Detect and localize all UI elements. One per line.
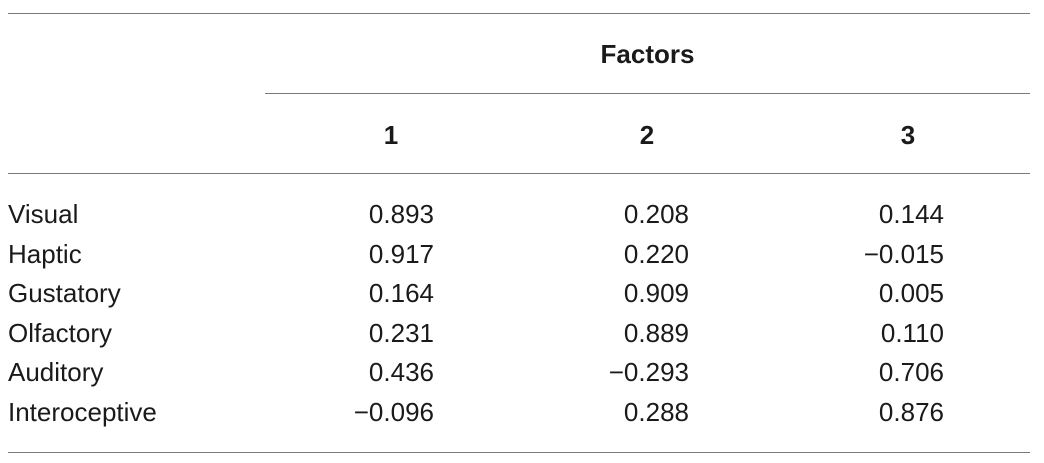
top-rule <box>8 13 1030 14</box>
column-header-2: 2 <box>639 120 655 150</box>
cell-factor-2: 0.220 <box>623 238 689 269</box>
cell-factor-2: 0.889 <box>623 317 689 348</box>
row-label: Olfactory <box>8 317 113 348</box>
cell-factor-3: 0.706 <box>878 357 944 387</box>
table-row: Olfactory 0.231 0.889 0.110 <box>0 315 1044 355</box>
cell-factor-1: 0.231 <box>368 317 434 348</box>
table-row: Interoceptive −0.096 0.288 0.876 <box>0 394 1044 434</box>
table-row: Haptic 0.917 0.220 −0.015 <box>0 236 1044 276</box>
header-bottom-rule <box>8 173 1030 174</box>
row-label: Visual <box>8 199 79 229</box>
cell-factor-3: 0.005 <box>878 278 944 308</box>
factors-underline-rule <box>265 93 1030 94</box>
factors-spanning-header: Factors <box>600 39 695 69</box>
cell-factor-3: −0.015 <box>863 238 944 269</box>
row-label: Haptic <box>8 238 82 269</box>
table-body: Visual 0.893 0.208 0.144 Haptic 0.917 0.… <box>0 196 1044 433</box>
cell-factor-1: 0.164 <box>368 278 434 308</box>
cell-factor-3: 0.876 <box>878 396 944 427</box>
cell-factor-2: 0.288 <box>623 396 689 427</box>
row-label: Interoceptive <box>8 396 157 427</box>
cell-factor-2: 0.208 <box>623 199 689 229</box>
column-header-3: 3 <box>900 120 916 150</box>
cell-factor-2: −0.293 <box>608 357 689 387</box>
cell-factor-2: 0.909 <box>623 278 689 308</box>
cell-factor-1: 0.893 <box>368 199 434 229</box>
cell-factor-1: 0.436 <box>368 357 434 387</box>
bottom-rule <box>8 452 1030 453</box>
column-header-1: 1 <box>383 120 399 150</box>
cell-factor-1: 0.917 <box>368 238 434 269</box>
row-label: Gustatory <box>8 278 121 308</box>
table-row: Auditory 0.436 −0.293 0.706 <box>0 354 1044 394</box>
table-row: Gustatory 0.164 0.909 0.005 <box>0 275 1044 315</box>
row-label: Auditory <box>8 357 104 387</box>
cell-factor-1: −0.096 <box>353 396 434 427</box>
table-row: Visual 0.893 0.208 0.144 <box>0 196 1044 236</box>
cell-factor-3: 0.144 <box>878 199 944 229</box>
cell-factor-3: 0.110 <box>880 317 944 348</box>
